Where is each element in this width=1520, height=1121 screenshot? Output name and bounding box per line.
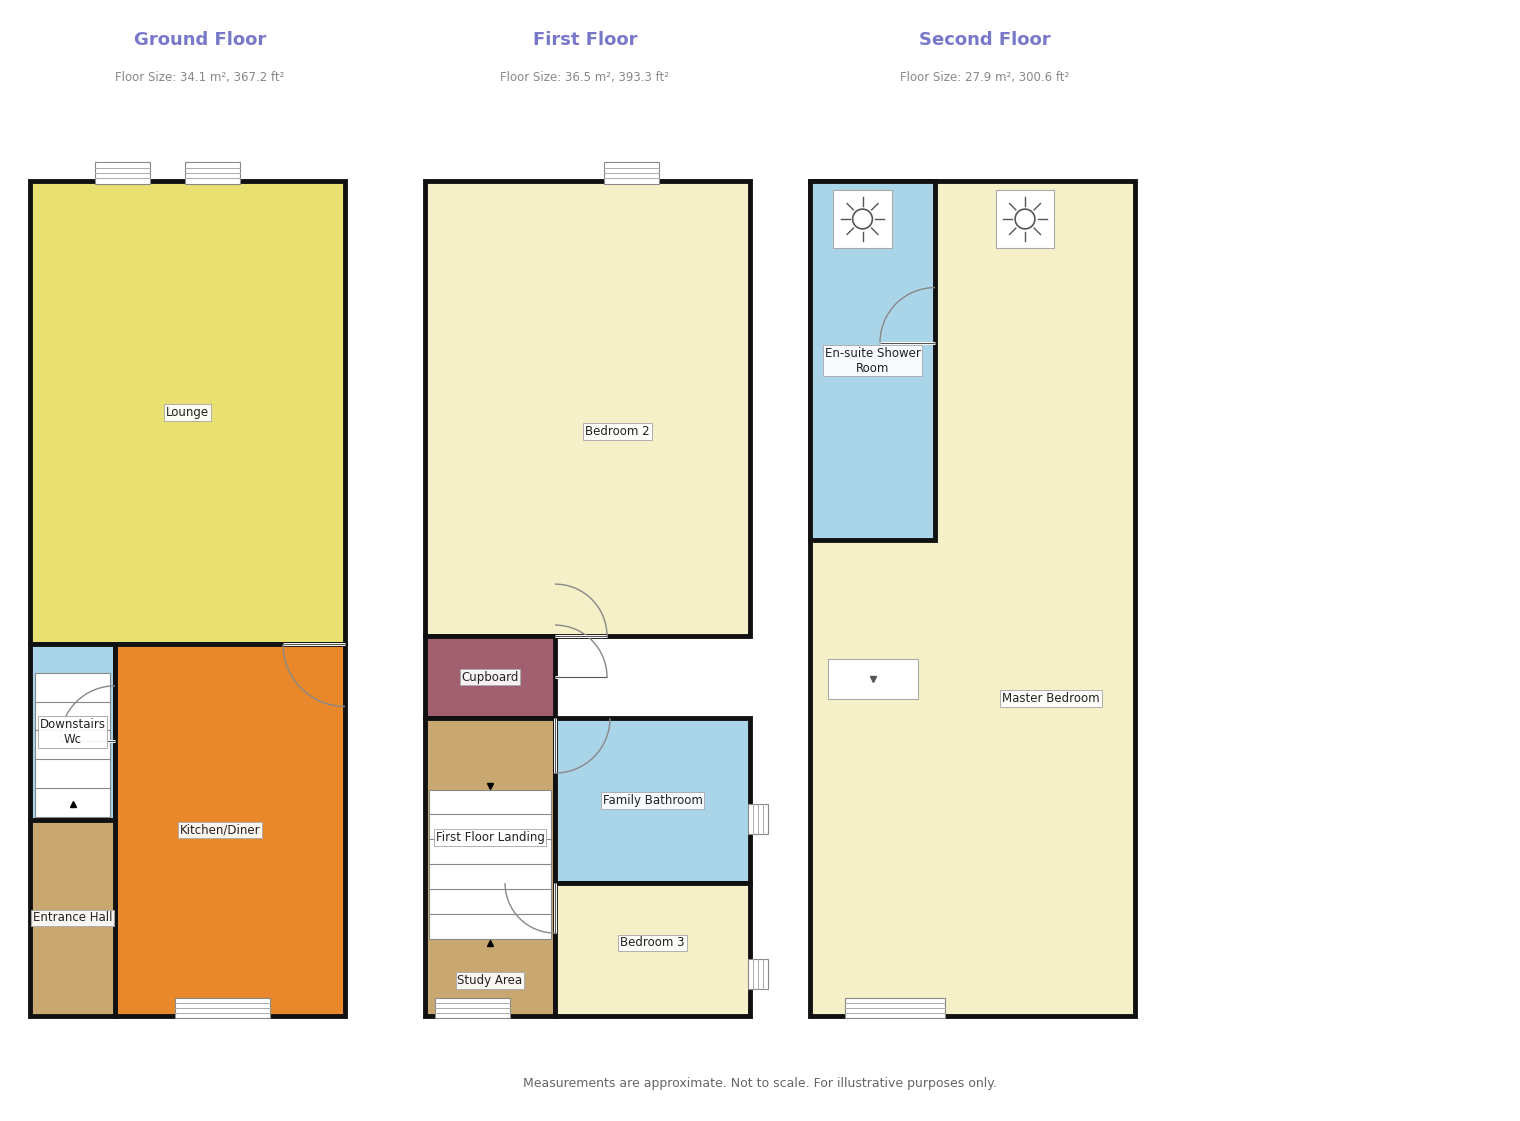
- Bar: [555, 719, 749, 883]
- Bar: [175, 998, 271, 1018]
- Text: Cupboard: Cupboard: [461, 670, 518, 684]
- Text: Floor Size: 34.1 m², 367.2 ft²: Floor Size: 34.1 m², 367.2 ft²: [116, 71, 284, 84]
- Bar: [828, 659, 918, 698]
- Bar: [603, 163, 658, 184]
- Text: Second Floor: Second Floor: [920, 31, 1050, 49]
- Text: Floor Size: 36.5 m², 393.3 ft²: Floor Size: 36.5 m², 393.3 ft²: [500, 71, 669, 84]
- Text: Bedroom 3: Bedroom 3: [620, 936, 684, 949]
- Bar: [810, 180, 1135, 1016]
- Bar: [435, 998, 511, 1018]
- Bar: [35, 673, 109, 816]
- Text: Study Area: Study Area: [458, 974, 523, 986]
- Bar: [94, 163, 150, 184]
- Bar: [748, 804, 768, 834]
- Bar: [426, 180, 749, 636]
- Bar: [996, 189, 1055, 249]
- Bar: [833, 189, 892, 249]
- Bar: [426, 719, 555, 1016]
- Bar: [748, 960, 768, 990]
- Bar: [30, 645, 116, 819]
- Text: First Floor Landing: First Floor Landing: [436, 831, 544, 844]
- Bar: [30, 819, 116, 1016]
- Bar: [116, 645, 345, 1016]
- Bar: [845, 998, 945, 1018]
- Text: Floor Size: 27.9 m², 300.6 ft²: Floor Size: 27.9 m², 300.6 ft²: [900, 71, 1070, 84]
- Text: Family Bathroom: Family Bathroom: [602, 794, 702, 807]
- Text: Downstairs
Wc: Downstairs Wc: [40, 719, 105, 747]
- Text: Bedroom 2: Bedroom 2: [585, 425, 651, 438]
- Text: Kitchen/Diner: Kitchen/Diner: [179, 824, 260, 836]
- Bar: [555, 883, 749, 1016]
- Bar: [426, 636, 555, 719]
- Text: En-suite Shower
Room: En-suite Shower Room: [824, 346, 921, 374]
- Text: Ground Floor: Ground Floor: [134, 31, 266, 49]
- Text: Lounge: Lounge: [166, 406, 210, 419]
- Text: First Floor: First Floor: [532, 31, 637, 49]
- Text: Entrance Hall: Entrance Hall: [33, 911, 112, 925]
- Bar: [30, 180, 345, 645]
- Text: Master Bedroom: Master Bedroom: [1002, 692, 1100, 705]
- Text: Measurements are approximate. Not to scale. For illustrative purposes only.: Measurements are approximate. Not to sca…: [523, 1076, 997, 1090]
- Bar: [429, 789, 550, 938]
- Bar: [810, 180, 935, 540]
- Bar: [185, 163, 240, 184]
